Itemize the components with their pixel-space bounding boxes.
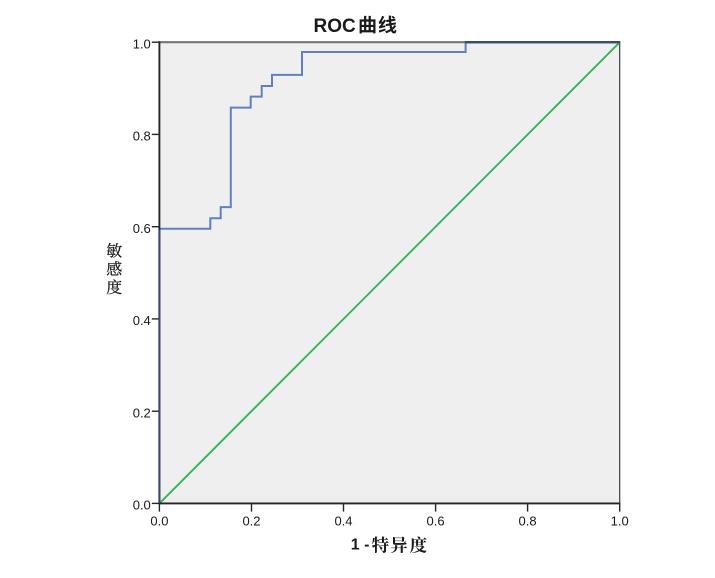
svg-text:1 -: 1 -	[351, 536, 370, 553]
svg-text:1.0: 1.0	[133, 37, 151, 52]
svg-text:0.8: 0.8	[519, 514, 537, 529]
svg-text:0.2: 0.2	[133, 406, 151, 421]
svg-text:0.0: 0.0	[150, 514, 168, 529]
svg-text:0.4: 0.4	[334, 514, 352, 529]
svg-text:0.6: 0.6	[427, 514, 445, 529]
svg-text:ROC: ROC	[314, 16, 357, 37]
svg-text:0.8: 0.8	[133, 129, 151, 144]
svg-text:0.0: 0.0	[133, 498, 151, 513]
svg-text:1.0: 1.0	[611, 514, 629, 529]
svg-text:0.4: 0.4	[133, 313, 151, 328]
svg-text:0.2: 0.2	[242, 514, 260, 529]
svg-text:0.6: 0.6	[133, 221, 151, 236]
